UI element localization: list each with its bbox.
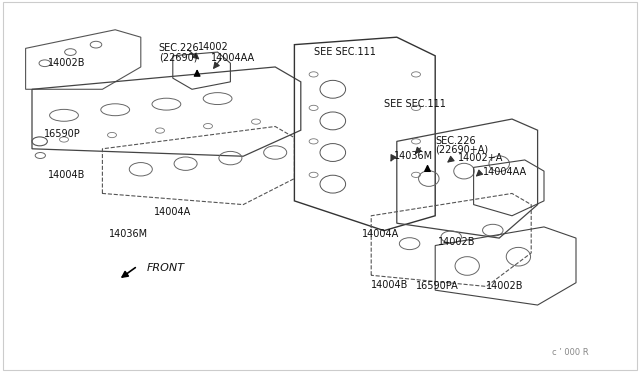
Text: FRONT: FRONT	[147, 263, 185, 273]
Text: 14002+A: 14002+A	[458, 153, 503, 163]
Text: 14004A: 14004A	[362, 230, 399, 239]
Text: 14002: 14002	[198, 42, 229, 51]
Text: 16590P: 16590P	[44, 129, 80, 139]
Text: 14002B: 14002B	[48, 58, 86, 68]
Text: SEE SEC.111: SEE SEC.111	[384, 99, 446, 109]
Text: 14004AA: 14004AA	[211, 53, 255, 62]
Text: 14004B: 14004B	[48, 170, 85, 180]
Text: 16590PA: 16590PA	[416, 282, 459, 291]
Text: 14004A: 14004A	[154, 207, 191, 217]
Text: (22690): (22690)	[159, 53, 197, 62]
Text: c ’ 000 R: c ’ 000 R	[552, 348, 589, 357]
Text: 14002B: 14002B	[438, 237, 476, 247]
Text: 14036M: 14036M	[394, 151, 433, 161]
Text: 14002B: 14002B	[486, 282, 524, 291]
Text: (22690+A): (22690+A)	[435, 145, 488, 154]
Text: SEE SEC.111: SEE SEC.111	[314, 47, 376, 57]
Text: 14004B: 14004B	[371, 280, 408, 289]
Text: 14036M: 14036M	[109, 230, 148, 239]
Text: SEC.226: SEC.226	[159, 44, 199, 53]
Text: SEC.226: SEC.226	[435, 137, 476, 146]
Text: 14004AA: 14004AA	[483, 167, 527, 177]
